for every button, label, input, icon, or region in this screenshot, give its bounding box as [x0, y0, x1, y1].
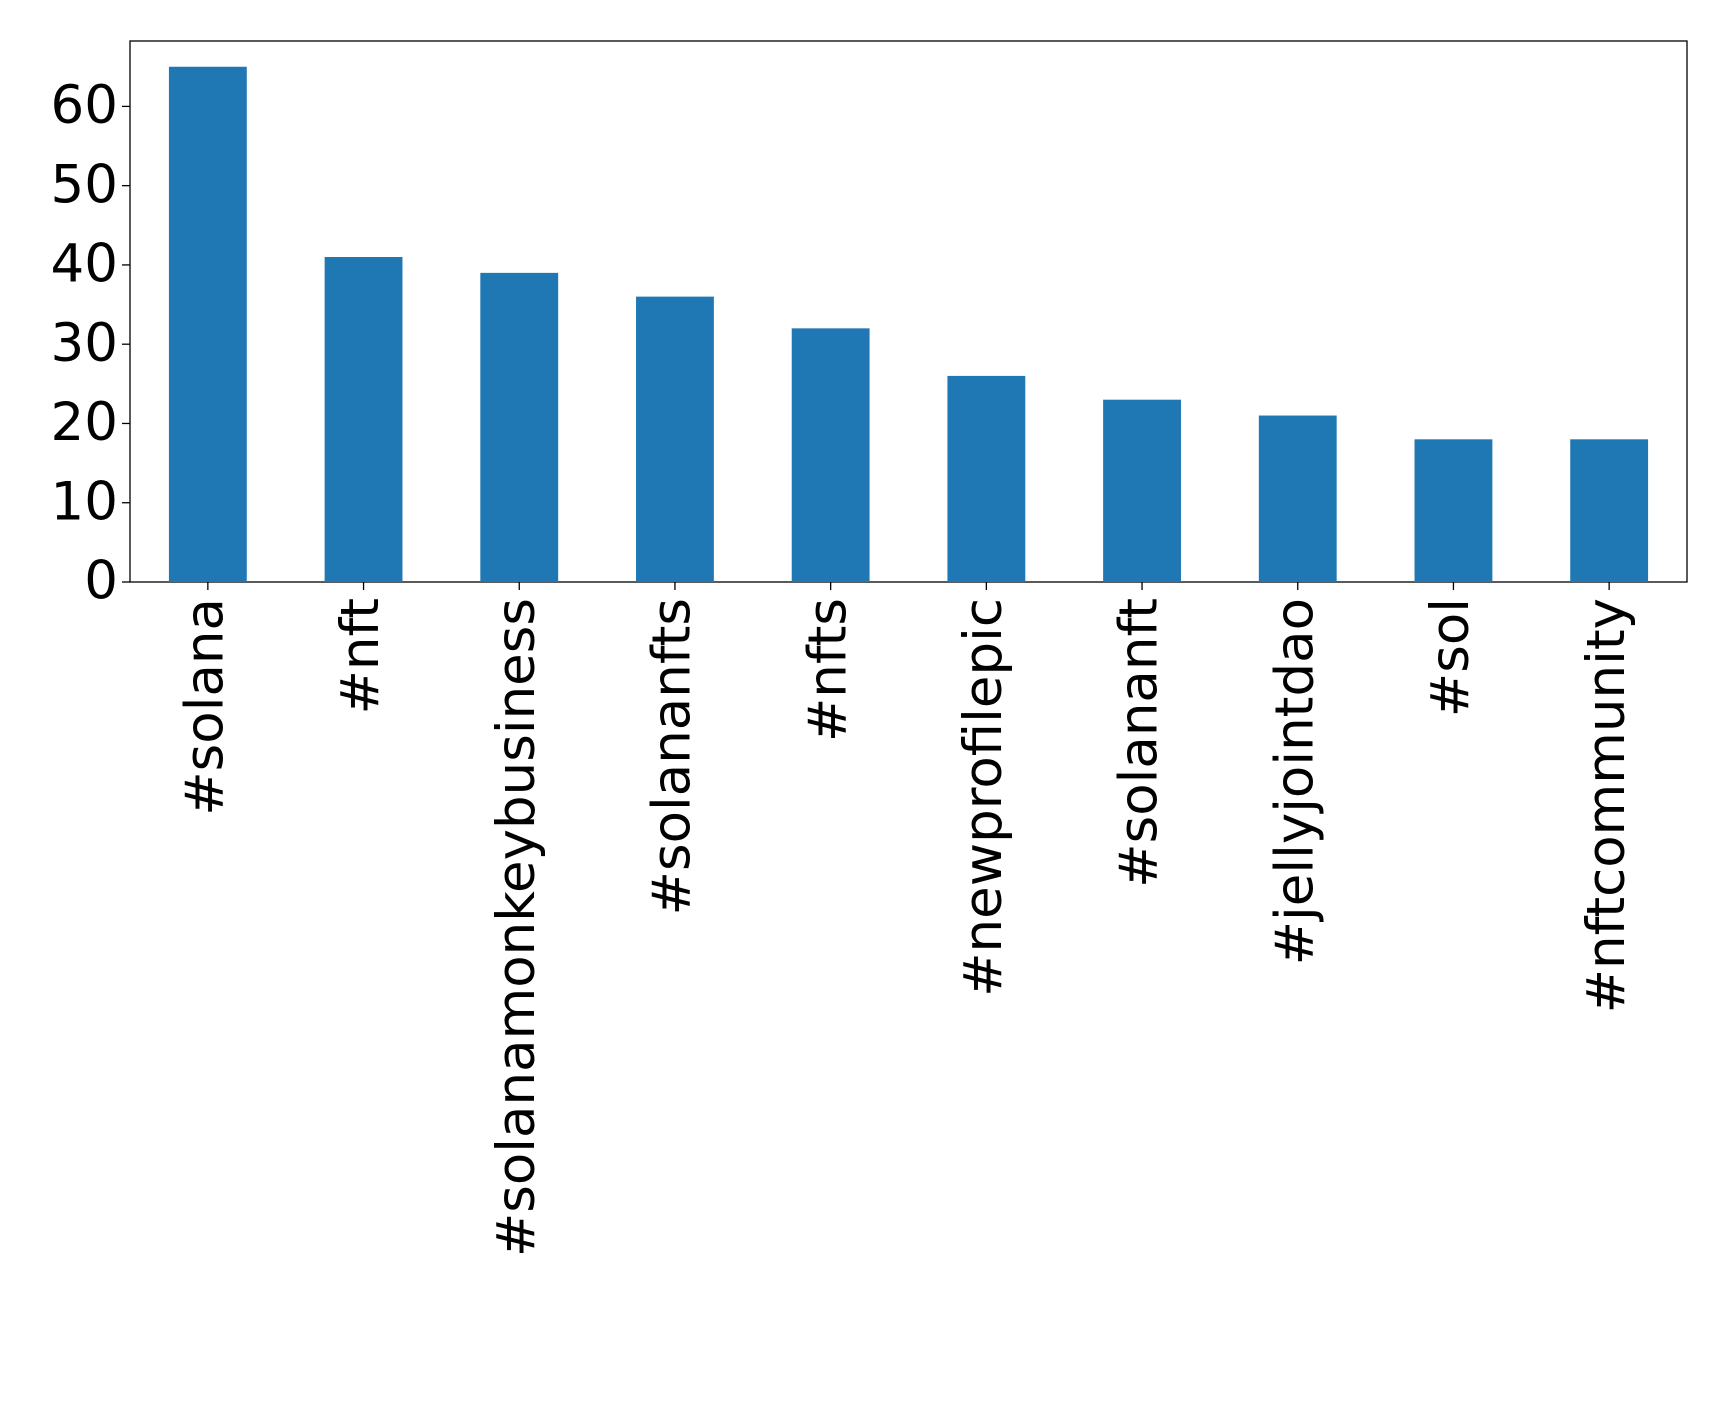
x-tick-label: #solana — [174, 598, 235, 816]
y-tick-label: 50 — [51, 154, 118, 215]
x-tick-label: #solananft — [1109, 598, 1170, 888]
x-tick-label: #nftcommunity — [1576, 598, 1637, 1013]
x-tick-label: #nfts — [797, 598, 858, 742]
bar — [791, 328, 870, 582]
bar — [1570, 439, 1649, 582]
y-tick-label: 40 — [51, 234, 118, 295]
y-tick-label: 10 — [51, 471, 118, 532]
bar — [1414, 439, 1493, 582]
x-tick-label: #nft — [330, 598, 391, 715]
x-tick-label: #solananfts — [642, 598, 703, 915]
bar — [480, 272, 559, 582]
bar — [1258, 415, 1337, 582]
x-tick-label: #sol — [1420, 598, 1481, 717]
x-tick-label: #jellyjointdao — [1264, 598, 1325, 965]
y-tick-label: 0 — [84, 551, 118, 612]
x-tick-label: #solanamonkeybusiness — [486, 598, 547, 1257]
plot-frame — [129, 40, 1688, 583]
bar — [947, 375, 1026, 582]
bar — [324, 257, 403, 582]
y-tick-label: 30 — [51, 313, 118, 374]
bar — [168, 66, 247, 582]
x-tick-label: #newprofilepic — [953, 598, 1014, 997]
bar — [636, 296, 714, 582]
y-tick-label: 60 — [51, 75, 118, 136]
bar — [1103, 399, 1181, 582]
y-tick-label: 20 — [51, 392, 118, 453]
